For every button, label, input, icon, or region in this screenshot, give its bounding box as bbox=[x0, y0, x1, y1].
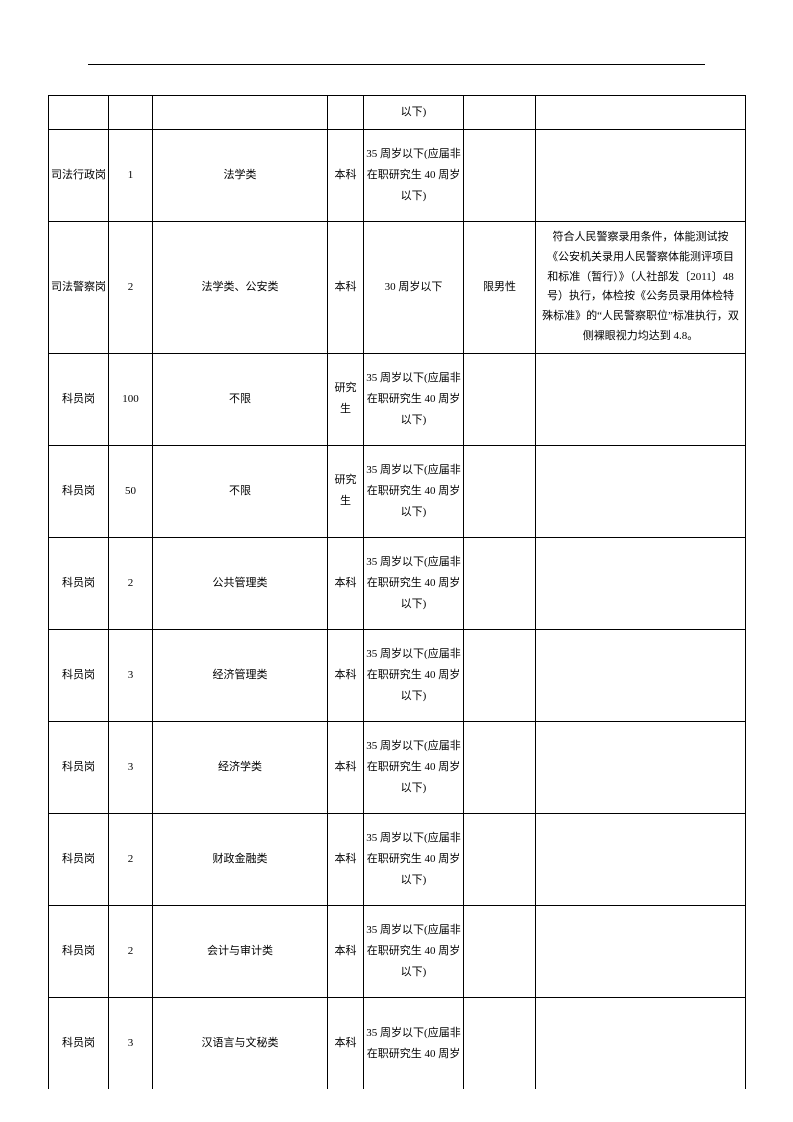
cell-col-5: 35 周岁以下(应届非在职研究生 40 周岁以下) bbox=[364, 353, 464, 445]
cell-col-3: 不限 bbox=[153, 353, 328, 445]
header-rule bbox=[88, 64, 705, 65]
cell-col-6 bbox=[464, 813, 536, 905]
cell-col-7 bbox=[536, 905, 746, 997]
cell-col-4: 研究生 bbox=[328, 445, 364, 537]
cell-col-4 bbox=[328, 96, 364, 130]
table-row: 科员岗2财政金融类本科35 周岁以下(应届非在职研究生 40 周岁以下) bbox=[49, 813, 746, 905]
table-row: 司法警察岗2法学类、公安类本科30 周岁以下限男性符合人民警察录用条件，体能测试… bbox=[49, 222, 746, 354]
table-row: 科员岗2公共管理类本科35 周岁以下(应届非在职研究生 40 周岁以下) bbox=[49, 537, 746, 629]
cell-col-4: 本科 bbox=[328, 222, 364, 354]
cell-col-3: 会计与审计类 bbox=[153, 905, 328, 997]
cell-col-3: 经济管理类 bbox=[153, 629, 328, 721]
cell-col-5: 35 周岁以下(应届非在职研究生 40 周岁 bbox=[364, 997, 464, 1089]
cell-col-2: 1 bbox=[109, 130, 153, 222]
cell-col-2: 2 bbox=[109, 813, 153, 905]
cell-col-6 bbox=[464, 629, 536, 721]
cell-col-1: 科员岗 bbox=[49, 905, 109, 997]
cell-col-4: 本科 bbox=[328, 130, 364, 222]
table-body: 以下)司法行政岗1法学类本科35 周岁以下(应届非在职研究生 40 周岁以下)司… bbox=[49, 96, 746, 1090]
cell-col-7 bbox=[536, 813, 746, 905]
cell-col-1: 科员岗 bbox=[49, 813, 109, 905]
cell-col-6: 限男性 bbox=[464, 222, 536, 354]
cell-col-2 bbox=[109, 96, 153, 130]
cell-col-3: 经济学类 bbox=[153, 721, 328, 813]
cell-col-2: 100 bbox=[109, 353, 153, 445]
cell-col-2: 2 bbox=[109, 537, 153, 629]
cell-col-7 bbox=[536, 721, 746, 813]
table-row: 科员岗3经济管理类本科35 周岁以下(应届非在职研究生 40 周岁以下) bbox=[49, 629, 746, 721]
cell-col-5: 35 周岁以下(应届非在职研究生 40 周岁以下) bbox=[364, 537, 464, 629]
cell-col-1: 科员岗 bbox=[49, 721, 109, 813]
cell-col-6 bbox=[464, 445, 536, 537]
cell-col-2: 3 bbox=[109, 997, 153, 1089]
cell-col-7: 符合人民警察录用条件，体能测试按《公安机关录用人民警察体能测评项目和标准（暂行）… bbox=[536, 222, 746, 354]
table-row: 科员岗50不限研究生35 周岁以下(应届非在职研究生 40 周岁以下) bbox=[49, 445, 746, 537]
cell-col-4: 本科 bbox=[328, 629, 364, 721]
cell-col-5: 30 周岁以下 bbox=[364, 222, 464, 354]
cell-col-2: 2 bbox=[109, 905, 153, 997]
cell-col-5: 35 周岁以下(应届非在职研究生 40 周岁以下) bbox=[364, 629, 464, 721]
cell-col-6 bbox=[464, 721, 536, 813]
cell-col-7 bbox=[536, 96, 746, 130]
cell-col-3: 汉语言与文秘类 bbox=[153, 997, 328, 1089]
cell-col-1: 科员岗 bbox=[49, 353, 109, 445]
cell-col-4: 本科 bbox=[328, 537, 364, 629]
cell-col-3 bbox=[153, 96, 328, 130]
table-row: 科员岗100不限研究生35 周岁以下(应届非在职研究生 40 周岁以下) bbox=[49, 353, 746, 445]
cell-col-5: 35 周岁以下(应届非在职研究生 40 周岁以下) bbox=[364, 721, 464, 813]
cell-col-1: 科员岗 bbox=[49, 997, 109, 1089]
cell-col-5: 以下) bbox=[364, 96, 464, 130]
table-row: 司法行政岗1法学类本科35 周岁以下(应届非在职研究生 40 周岁以下) bbox=[49, 130, 746, 222]
cell-col-6 bbox=[464, 130, 536, 222]
cell-col-6 bbox=[464, 905, 536, 997]
cell-col-3: 财政金融类 bbox=[153, 813, 328, 905]
cell-col-5: 35 周岁以下(应届非在职研究生 40 周岁以下) bbox=[364, 130, 464, 222]
cell-col-5: 35 周岁以下(应届非在职研究生 40 周岁以下) bbox=[364, 813, 464, 905]
table-row: 以下) bbox=[49, 96, 746, 130]
cell-col-3: 公共管理类 bbox=[153, 537, 328, 629]
table-row: 科员岗3汉语言与文秘类本科35 周岁以下(应届非在职研究生 40 周岁 bbox=[49, 997, 746, 1089]
cell-col-6 bbox=[464, 997, 536, 1089]
cell-col-3: 不限 bbox=[153, 445, 328, 537]
cell-col-3: 法学类、公安类 bbox=[153, 222, 328, 354]
cell-col-7 bbox=[536, 537, 746, 629]
cell-col-7 bbox=[536, 130, 746, 222]
cell-col-6 bbox=[464, 537, 536, 629]
cell-col-2: 2 bbox=[109, 222, 153, 354]
cell-col-1: 科员岗 bbox=[49, 537, 109, 629]
table-row: 科员岗3经济学类本科35 周岁以下(应届非在职研究生 40 周岁以下) bbox=[49, 721, 746, 813]
cell-col-3: 法学类 bbox=[153, 130, 328, 222]
cell-col-4: 本科 bbox=[328, 721, 364, 813]
cell-col-4: 本科 bbox=[328, 813, 364, 905]
table-row: 科员岗2会计与审计类本科35 周岁以下(应届非在职研究生 40 周岁以下) bbox=[49, 905, 746, 997]
cell-col-4: 本科 bbox=[328, 997, 364, 1089]
cell-col-7 bbox=[536, 629, 746, 721]
cell-col-2: 50 bbox=[109, 445, 153, 537]
cell-col-4: 本科 bbox=[328, 905, 364, 997]
cell-col-1: 科员岗 bbox=[49, 629, 109, 721]
cell-col-5: 35 周岁以下(应届非在职研究生 40 周岁以下) bbox=[364, 905, 464, 997]
cell-col-2: 3 bbox=[109, 629, 153, 721]
cell-col-6 bbox=[464, 353, 536, 445]
cell-col-2: 3 bbox=[109, 721, 153, 813]
positions-table: 以下)司法行政岗1法学类本科35 周岁以下(应届非在职研究生 40 周岁以下)司… bbox=[48, 95, 746, 1089]
cell-col-7 bbox=[536, 445, 746, 537]
cell-col-4: 研究生 bbox=[328, 353, 364, 445]
cell-col-1: 科员岗 bbox=[49, 445, 109, 537]
cell-col-7 bbox=[536, 997, 746, 1089]
cell-col-1 bbox=[49, 96, 109, 130]
cell-col-1: 司法行政岗 bbox=[49, 130, 109, 222]
cell-col-5: 35 周岁以下(应届非在职研究生 40 周岁以下) bbox=[364, 445, 464, 537]
cell-col-6 bbox=[464, 96, 536, 130]
page-container: 以下)司法行政岗1法学类本科35 周岁以下(应届非在职研究生 40 周岁以下)司… bbox=[0, 0, 793, 1089]
cell-col-1: 司法警察岗 bbox=[49, 222, 109, 354]
cell-col-7 bbox=[536, 353, 746, 445]
